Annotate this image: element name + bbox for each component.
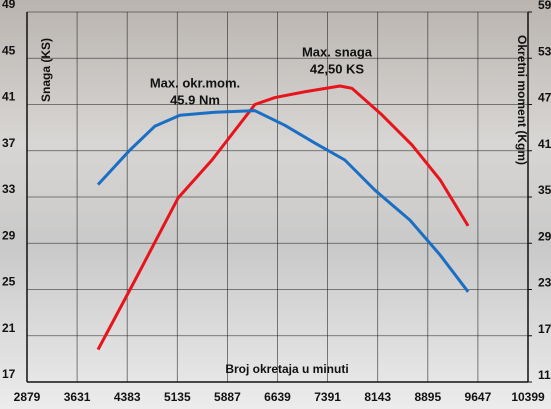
x-tick-label: 5887 bbox=[214, 390, 241, 404]
y-tick-label: 41 bbox=[2, 90, 16, 104]
y2-tick-label: 59 bbox=[538, 0, 551, 12]
line-series bbox=[96, 84, 470, 351]
y-tick-label: 37 bbox=[2, 136, 16, 150]
x-tick-label: 8143 bbox=[364, 390, 391, 404]
y-tick-label: 45 bbox=[2, 43, 16, 57]
x-tick-label: 10399 bbox=[511, 390, 545, 404]
x-tick-label: 3631 bbox=[64, 390, 91, 404]
y2-tick-label: 29 bbox=[538, 229, 551, 243]
y2-tick-label: 35 bbox=[538, 183, 551, 197]
y-tick-label: 49 bbox=[2, 0, 16, 11]
y2-tick-label: 47 bbox=[538, 91, 551, 105]
x-tick-label: 6639 bbox=[264, 390, 291, 404]
x-axis-label: Broj okretaja u minuti bbox=[225, 362, 348, 376]
x-tick-label: 7391 bbox=[314, 390, 341, 404]
y-tick-label: 25 bbox=[2, 275, 16, 289]
x-tick-label: 5135 bbox=[164, 390, 191, 404]
y2-tick-label: 17 bbox=[538, 322, 551, 336]
x-tick-label: 8895 bbox=[414, 390, 441, 404]
x-tick-label: 9647 bbox=[465, 390, 492, 404]
y2-tick-label: 53 bbox=[538, 44, 551, 58]
y2-tick-label: 41 bbox=[538, 137, 551, 151]
annotation: Max. okr.mom. bbox=[150, 75, 240, 90]
y2-tick-label: 23 bbox=[538, 276, 551, 290]
y2-tick-label: 11 bbox=[538, 368, 551, 382]
annotation: 45.9 Nm bbox=[170, 92, 220, 107]
annotation: 42,50 KS bbox=[310, 61, 365, 76]
annotation: Max. snaga bbox=[302, 44, 373, 59]
y2-axis-label: Okretni moment (Kgm) bbox=[515, 35, 529, 165]
y-tick-label: 21 bbox=[2, 321, 16, 335]
y-tick-label: 29 bbox=[2, 228, 16, 242]
y-tick-label: 17 bbox=[2, 367, 16, 381]
x-tick-label: 2879 bbox=[14, 390, 41, 404]
y-axis-label: Snaga (KS) bbox=[39, 38, 53, 102]
y-tick-label: 33 bbox=[2, 182, 16, 196]
line-series bbox=[96, 109, 470, 293]
x-tick-label: 4383 bbox=[114, 390, 141, 404]
